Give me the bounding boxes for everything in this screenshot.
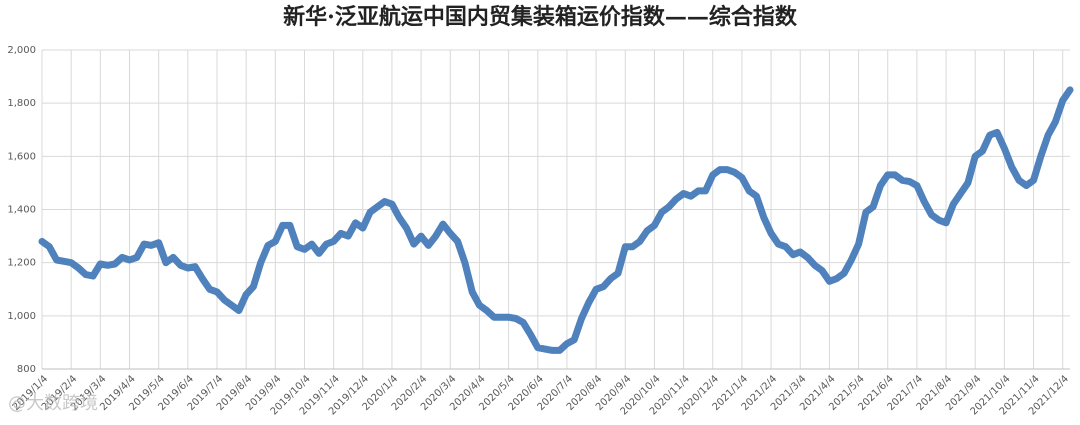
- y-tick-label: 800: [17, 364, 36, 375]
- y-tick-label: 1,400: [7, 205, 36, 216]
- y-tick-label: 2,000: [7, 45, 36, 56]
- data-line: [38, 86, 1074, 354]
- y-tick-label: 1,800: [7, 98, 36, 109]
- y-tick-label: 1,000: [7, 311, 36, 322]
- watermark: @大数跨境: [8, 393, 98, 414]
- y-tick-label: 1,200: [7, 258, 36, 269]
- y-tick-label: 1,600: [7, 151, 36, 162]
- chart-title: 新华·泛亚航运中国内贸集装箱运价指数——综合指数: [283, 4, 798, 30]
